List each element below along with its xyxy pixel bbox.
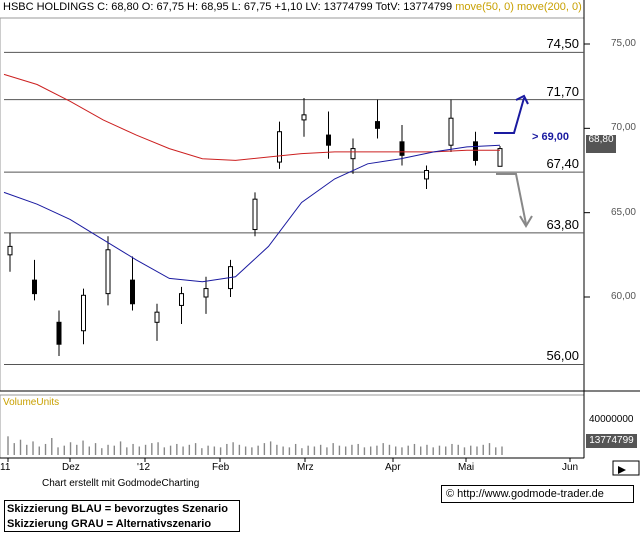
x-tick-label: Mai <box>458 462 475 473</box>
candle-body <box>32 279 37 295</box>
y-tick-label: 60,00 <box>610 291 636 302</box>
candle-body <box>252 198 258 231</box>
legend-blue: Skizzierung BLAU = bevorzugtes Szenario <box>7 503 228 515</box>
blue-scenario-arrow <box>494 97 525 134</box>
candle-body <box>7 245 13 256</box>
price-panel-frame <box>0 17 585 392</box>
scroll-handle[interactable] <box>612 460 640 476</box>
candle-body <box>301 114 307 121</box>
level-label: 56,00 <box>546 348 579 364</box>
candle-body <box>56 321 62 345</box>
ma200-line <box>3 73 500 161</box>
candle-body <box>350 148 356 160</box>
candle-body <box>154 311 160 323</box>
x-tick-label: Feb <box>212 462 230 473</box>
blue-arrowhead <box>515 94 529 105</box>
x-tick-label: Dez <box>62 462 80 473</box>
instrument-name: HSBC HOLDINGS <box>3 1 95 13</box>
x-tick-label: 11 <box>0 462 11 473</box>
candle-body <box>399 141 405 156</box>
volume-title: VolumeUnits <box>3 397 60 408</box>
horizontal-levels <box>4 51 584 365</box>
candle-body <box>203 288 209 298</box>
y-tick-label: 65,00 <box>610 206 636 218</box>
target-label: > 69,00 <box>532 131 570 143</box>
candlesticks <box>7 97 503 357</box>
level-label: 74,50 <box>546 36 579 52</box>
price-tag: 68,80 <box>586 135 616 153</box>
candle-body <box>424 170 429 180</box>
candle-body <box>81 294 86 332</box>
candle-body <box>448 117 454 146</box>
x-tick-label: Jun <box>562 462 579 473</box>
header-line: HSBC HOLDINGS C: 68,80 O: 67,75 H: 68,95… <box>3 1 582 13</box>
volume-bars <box>7 436 503 455</box>
candle-body <box>497 148 503 167</box>
candle-body <box>375 121 380 129</box>
x-tick-label: Mrz <box>297 462 314 473</box>
candle-body <box>105 249 111 295</box>
candle-body <box>179 293 184 306</box>
ma-label: move(50, 0) move(200, 0) <box>455 1 582 13</box>
axis-ticks <box>7 43 590 462</box>
candle-body <box>277 131 282 163</box>
candle-body <box>326 134 331 146</box>
grey-arrowhead <box>519 215 533 228</box>
scenario-legend: Skizzierung BLAU = bevorzugtes Szenario … <box>4 500 240 532</box>
candle-body <box>473 141 478 161</box>
scroll-right-icon <box>618 466 626 474</box>
y-tick-label: 70,00 <box>610 122 636 134</box>
candle-body <box>130 279 135 305</box>
legend-grey: Skizzierung GRAU = Alternativszenario <box>7 518 212 530</box>
y-tick-label: 75,00 <box>610 38 636 49</box>
ohlc-readout: C: 68,80 O: 67,75 H: 68,95 L: 67,75 +1,1… <box>97 1 453 13</box>
level-label: 63,80 <box>546 216 579 232</box>
level-label: 71,70 <box>546 83 579 99</box>
x-tick-label: '12 <box>137 462 151 473</box>
grey-scenario-arrow <box>496 173 527 225</box>
level-label: 67,40 <box>546 156 579 172</box>
ma50-line <box>3 144 501 283</box>
volume-axis-label: 40000000 <box>589 414 634 425</box>
x-tick-label: Apr <box>385 462 401 473</box>
credit-text: Chart erstellt mit GodmodeCharting <box>42 478 200 489</box>
volume-tag: 13774799 <box>586 434 637 448</box>
source-url[interactable]: © http://www.godmode-trader.de <box>441 485 634 503</box>
